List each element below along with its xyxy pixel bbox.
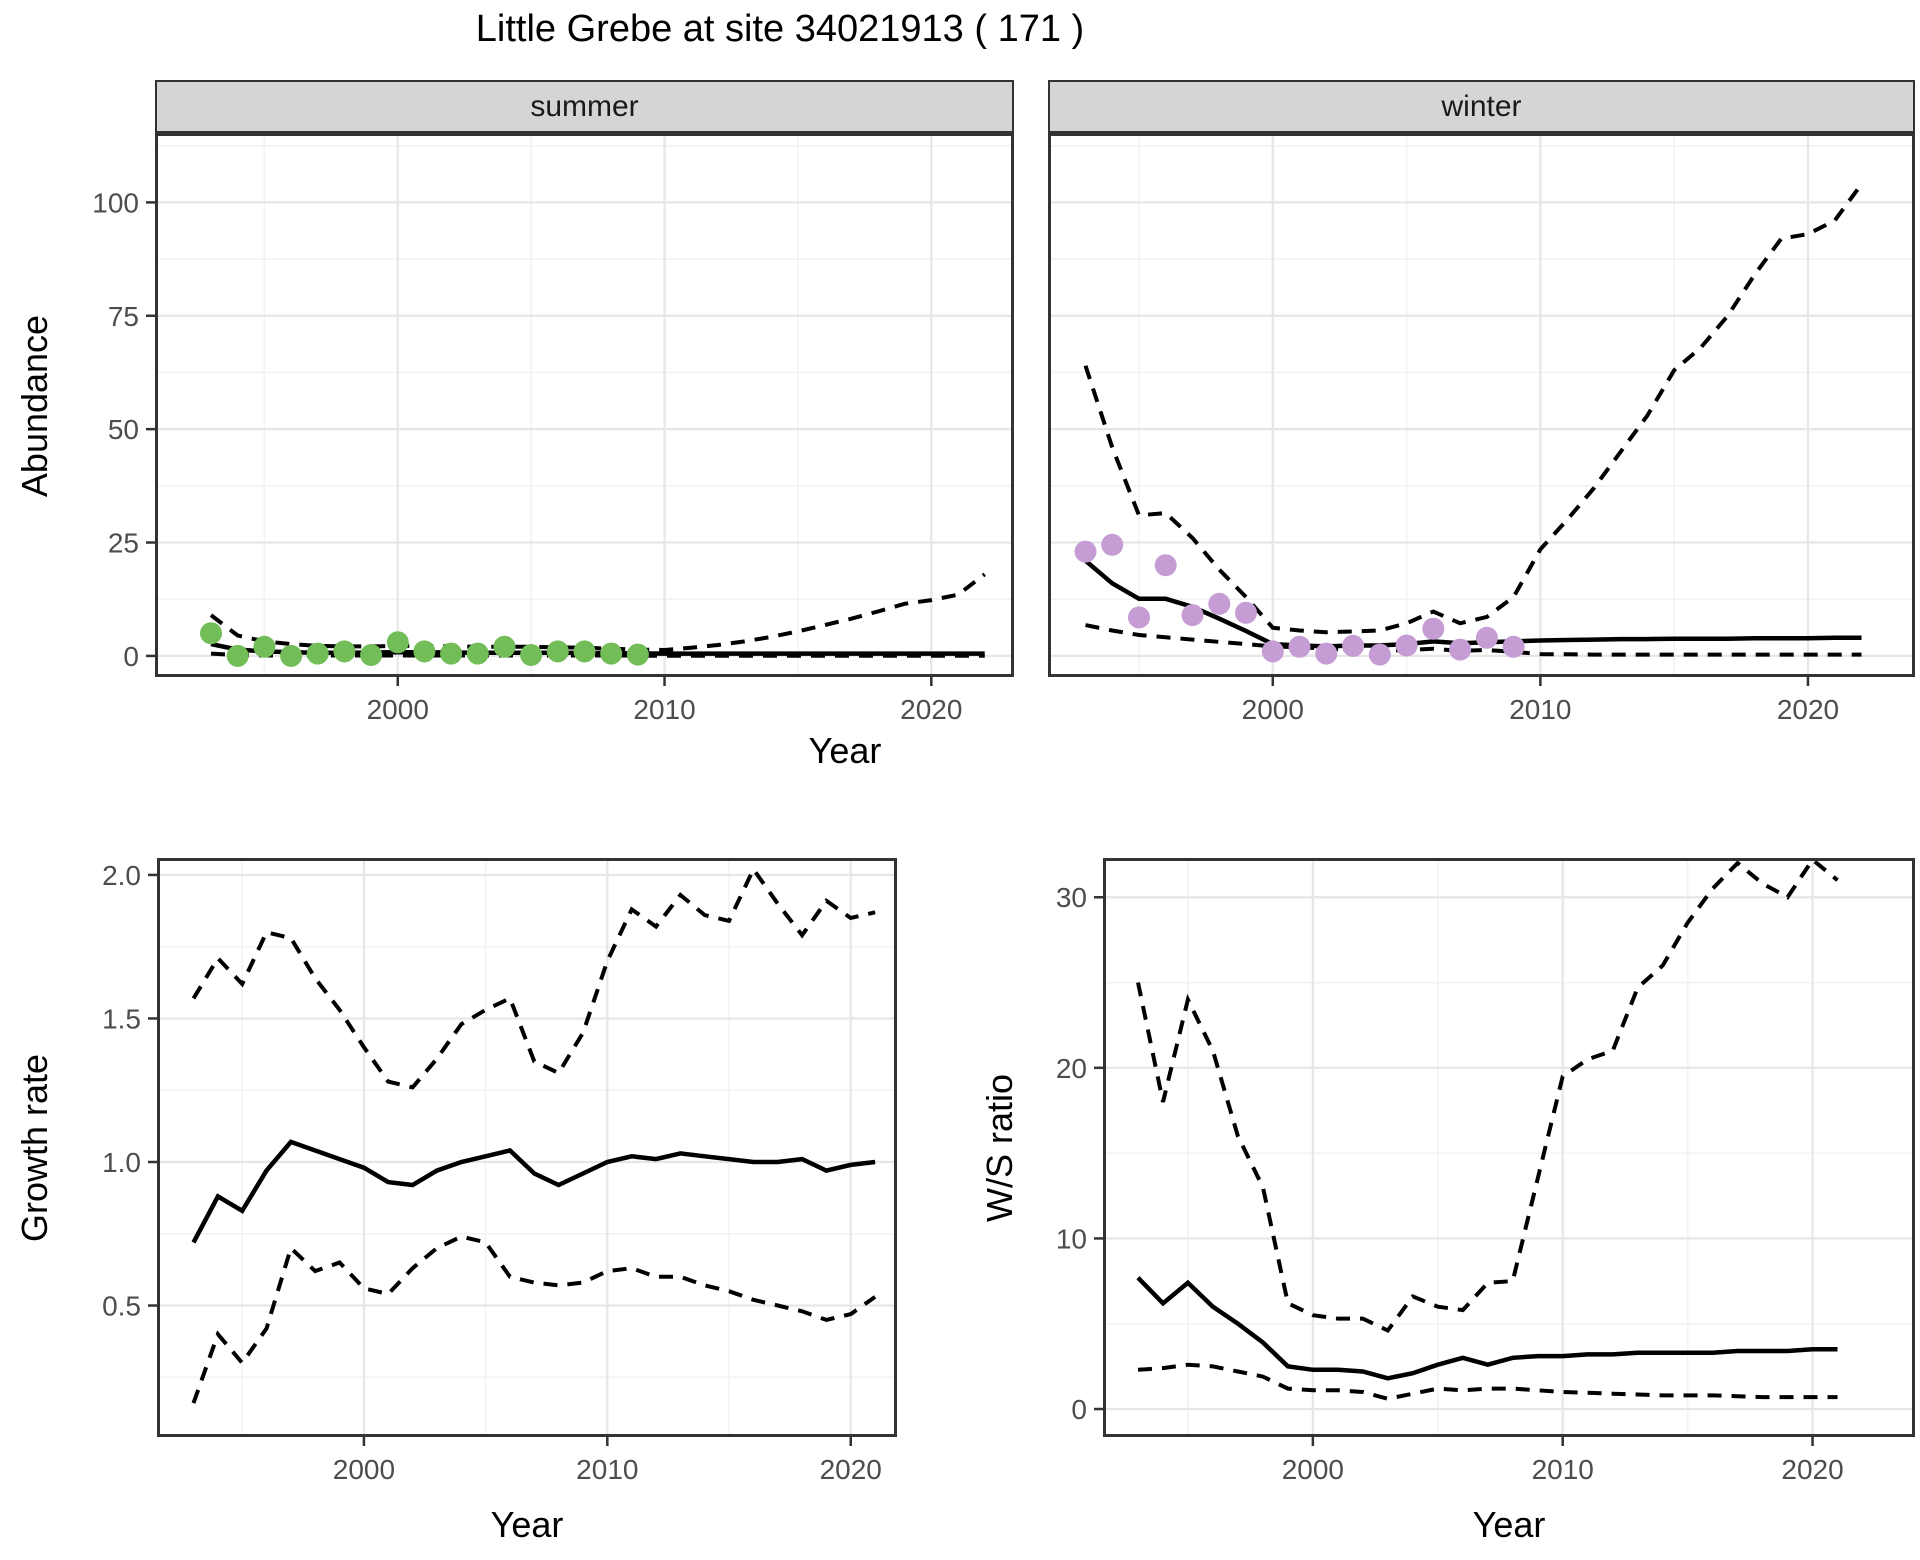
y-tick-label: 1.5 [102,1003,141,1034]
panel-border [157,858,897,1437]
x-tick-label: 2000 [333,1454,395,1485]
y-axis-title-growth-rate: Growth rate [14,1053,55,1243]
x-tick-label: 2000 [1282,1454,1344,1485]
x-axis-title-year-ws: Year [1472,1504,1546,1545]
observed-point [1101,533,1124,556]
observed-point [1502,635,1525,658]
observed-point [1368,643,1391,666]
panel-background [1103,858,1915,1437]
y-tick-label: 20 [1056,1053,1087,1084]
observed-point [1154,554,1177,577]
y-tick-label: 25 [108,528,139,559]
y-tick-label: 0 [123,641,139,672]
observed-point [1128,606,1150,629]
y-tick-label: 2.0 [102,860,141,891]
facet-strip-winter: winter [1048,80,1915,133]
observed-point [626,643,649,666]
x-tick-label: 2010 [633,694,695,725]
ci-upper-line [191,865,876,1090]
y-axis-title-abundance: Abundance [14,314,55,498]
observed-point [200,622,222,645]
x-tick-label: 2020 [1781,1454,1843,1485]
observed-point [1288,635,1311,658]
x-axis-title-year-top: Year [808,730,882,771]
ci-upper-line [209,572,986,653]
panel-background [1048,133,1915,677]
observed-point [1074,540,1097,563]
facet-strip-summer-label: summer [530,89,639,123]
observed-point [360,644,383,666]
panel-border [155,133,1014,677]
panel-border [1048,133,1915,677]
facet-strip-summer: summer [155,80,1014,133]
observed-point [520,644,543,666]
observed-point [1315,642,1338,665]
x-tick-label: 2010 [1532,1454,1594,1485]
observed-point [466,642,489,665]
observed-point [1261,640,1284,663]
y-tick-label: 100 [92,187,139,218]
facet-strip-winter-label: winter [1441,89,1522,123]
y-axis-title-ws-ratio: W/S ratio [979,1073,1020,1223]
observed-point [1181,604,1204,627]
observed-point [1475,626,1498,649]
growth-rate-panel: 2000 2010 2020 0.5 1.0 1.5 2.0 [102,858,897,1485]
observed-point [1342,634,1365,657]
observed-point [1208,592,1231,615]
x-tick-label: 2010 [1509,694,1571,725]
trend-line [191,1139,876,1244]
x-tick-label: 2000 [1242,694,1304,725]
y-tick-label: 50 [108,414,139,445]
page-title: Little Grebe at site 34021913 ( 171 ) [475,8,1085,50]
observed-point [226,644,249,667]
y-tick-label: 30 [1056,882,1087,913]
panel-background [155,133,1014,677]
x-tick-label: 2020 [820,1454,882,1485]
x-tick-label: 2010 [576,1454,638,1485]
y-tick-label: 0.5 [102,1291,141,1322]
observed-point [333,640,356,663]
ci-lower-line [191,1234,877,1404]
observed-point [1235,601,1257,624]
observed-point [600,642,623,665]
ci-lower-line [1085,623,1862,657]
observed-point [386,631,409,654]
observed-point [440,642,463,665]
summer-abundance-panel: 2000 2010 2020 0 25 50 75 100 [92,133,1014,725]
observed-point [1449,638,1472,661]
panel-background [157,858,897,1437]
panel-border [1103,858,1915,1437]
observed-point [306,642,329,665]
ci-lower-line [1137,1362,1838,1401]
ci-upper-line [1136,856,1839,1334]
observed-point [413,640,436,663]
observed-point [280,644,303,667]
observed-point [1395,634,1418,657]
observed-point [546,640,569,663]
y-tick-label: 1.0 [102,1147,141,1178]
x-tick-label: 2000 [367,694,429,725]
trend-line [1084,558,1862,649]
observed-point [493,635,516,658]
y-tick-label: 75 [108,301,139,332]
y-tick-label: 0 [1071,1394,1087,1425]
trend-line [1136,1276,1838,1381]
y-tick-label: 10 [1056,1223,1087,1254]
ws-ratio-panel: 2000 2010 2020 0 10 20 30 [1056,856,1915,1485]
winter-abundance-panel: 2000 2010 2020 [1048,133,1915,725]
observed-point [573,640,596,663]
observed-point [1422,617,1445,640]
x-tick-label: 2020 [1777,694,1839,725]
observed-point [253,635,276,658]
ci-upper-line [1083,183,1864,635]
x-tick-label: 2020 [900,694,962,725]
x-axis-title-year-growth: Year [490,1504,564,1545]
